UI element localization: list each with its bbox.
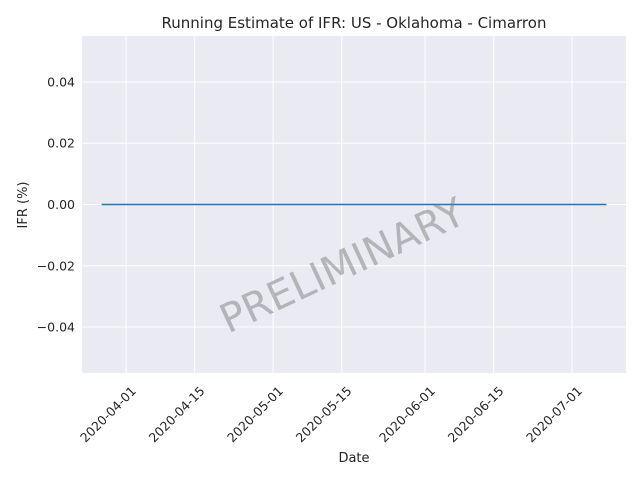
x-tick-label: 2020-04-01 xyxy=(77,383,139,445)
x-tick-label: 2020-07-01 xyxy=(523,383,585,445)
x-tick-label: 2020-06-15 xyxy=(445,383,507,445)
x-tick-label: 2020-05-15 xyxy=(293,383,355,445)
y-tick-label: 0.04 xyxy=(47,74,75,89)
x-tick-label: 2020-04-15 xyxy=(146,383,208,445)
y-tick-labels: 0.04 0.02 0.00 −0.02 −0.04 xyxy=(37,74,75,334)
y-tick-label: −0.02 xyxy=(37,258,75,273)
chart-title: Running Estimate of IFR: US - Oklahoma -… xyxy=(162,14,547,32)
y-tick-label: −0.04 xyxy=(37,320,75,335)
y-axis-label: IFR (%) xyxy=(16,182,31,229)
x-tick-label: 2020-05-01 xyxy=(224,383,286,445)
y-tick-label: 0.02 xyxy=(47,136,75,151)
x-axis-label: Date xyxy=(338,451,369,466)
y-tick-label: 0.00 xyxy=(47,197,75,212)
x-tick-label: 2020-06-01 xyxy=(376,383,438,445)
x-tick-labels: 2020-04-01 2020-04-15 2020-05-01 2020-05-15… xyxy=(77,383,585,445)
